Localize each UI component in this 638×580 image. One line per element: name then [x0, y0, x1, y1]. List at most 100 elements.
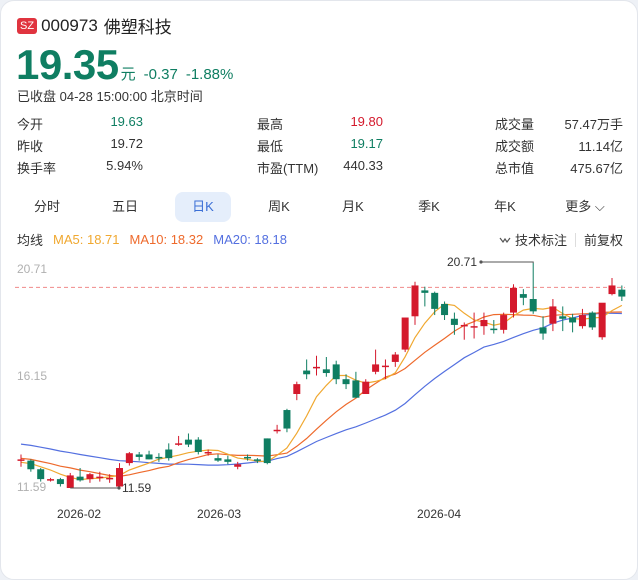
stat-value: 19.63 — [110, 114, 143, 129]
stat-value: 475.67亿 — [570, 161, 623, 176]
annotate-label: 技术标注 — [514, 233, 567, 248]
candle — [431, 291, 439, 316]
stat-label: 最高 — [257, 117, 284, 132]
ma10-value: MA10: 18.32 — [129, 232, 204, 247]
stat-label: 昨收 — [17, 139, 44, 154]
market-badge: SZ — [17, 17, 38, 34]
candle — [460, 322, 468, 340]
stat-label: 市盈(TTM) — [257, 161, 319, 176]
candle — [47, 477, 55, 482]
candle — [470, 312, 478, 339]
candle — [352, 371, 360, 398]
max-annotation: 20.71 — [447, 255, 477, 269]
annotate-icon — [499, 237, 511, 243]
candle — [37, 468, 45, 482]
ma10-line — [20, 311, 622, 478]
tab-2[interactable]: 日K — [175, 192, 231, 222]
stat-item: 成交额 11.14亿 — [495, 136, 623, 154]
stat-label: 最低 — [257, 139, 284, 154]
stat-value: 440.33 — [343, 158, 383, 173]
tab-3[interactable]: 周K — [268, 199, 290, 214]
candle — [86, 472, 94, 483]
market-status: 已收盘 04-28 15:00:00 北京时间 — [17, 89, 203, 104]
candle — [618, 285, 626, 301]
y-axis-label: 11.59 — [17, 480, 46, 494]
candle — [184, 433, 192, 448]
candle — [519, 289, 527, 306]
stat-label: 成交量 — [495, 117, 535, 132]
current-price: 19.35 — [16, 41, 119, 88]
candle — [549, 299, 557, 332]
stat-item: 成交量 57.47万手 — [495, 114, 623, 132]
candle — [342, 374, 350, 390]
stat-value: 11.14亿 — [578, 139, 623, 154]
candle — [253, 458, 261, 464]
x-axis-label: 2026-04 — [417, 507, 461, 521]
candle — [263, 438, 271, 465]
stock-title-row: SZ 000973 佛塑科技 — [17, 13, 172, 38]
candle — [224, 455, 232, 465]
candle — [322, 356, 330, 377]
candle — [391, 352, 399, 367]
price-unit: 元 — [120, 66, 136, 83]
candle — [56, 477, 64, 487]
tab-4[interactable]: 月K — [342, 199, 364, 214]
tab-5[interactable]: 季K — [418, 199, 440, 214]
annotate-button[interactable]: 技术标注 — [499, 230, 567, 249]
candle — [411, 281, 419, 325]
chart-tools: 技术标注 前复权 — [499, 230, 623, 249]
candle — [529, 263, 537, 314]
stock-code: 000973 — [41, 15, 98, 35]
candle — [165, 443, 173, 461]
candle — [313, 355, 320, 376]
candle — [421, 286, 429, 307]
kline-chart[interactable]: 20.71 16.15 11.59 2026-02 2026-03 2026-04 20.7… — [1, 251, 637, 531]
candle — [106, 474, 114, 483]
stat-label: 总市值 — [495, 161, 535, 176]
min-annotation: 11.59 — [122, 481, 151, 495]
tab-7[interactable]: 更多 ⌵ — [565, 199, 605, 214]
adjust-button[interactable]: 前复权 — [583, 233, 623, 248]
candle — [17, 454, 25, 467]
max-annotation-line — [481, 261, 534, 263]
stat-item: 最高 19.80 — [257, 114, 383, 132]
candle — [116, 463, 123, 488]
stat-item: 昨收 19.72 — [17, 136, 143, 154]
candle — [283, 408, 291, 433]
candle — [381, 359, 389, 380]
candle — [500, 312, 508, 334]
candle — [27, 459, 35, 472]
candle — [450, 312, 458, 335]
stat-value: 19.72 — [110, 136, 143, 151]
period-tabs: 分时 五日 日K 周K 月K 季K 年K 更多 ⌵ — [17, 192, 623, 222]
stock-name: 佛塑科技 — [103, 18, 172, 37]
candle — [145, 450, 153, 460]
candle — [155, 453, 163, 462]
stat-item: 最低 19.17 — [257, 136, 383, 154]
candle — [598, 302, 606, 340]
ma-label: 均线 — [17, 233, 44, 248]
stat-label: 换手率 — [17, 161, 57, 176]
stat-item: 今开 19.63 — [17, 114, 143, 132]
candle — [539, 316, 547, 340]
candle — [204, 449, 212, 456]
candle — [96, 471, 104, 482]
price-change: -0.37 — [143, 66, 178, 83]
tab-6[interactable]: 年K — [494, 199, 516, 214]
x-axis-label: 2026-02 — [57, 507, 101, 521]
candle — [66, 472, 74, 488]
tab-0[interactable]: 分时 — [33, 199, 60, 214]
y-axis-label: 16.15 — [17, 369, 47, 383]
price-change-pct: -1.88% — [185, 66, 234, 83]
candle — [293, 381, 301, 401]
candle — [441, 301, 449, 320]
tab-1[interactable]: 五日 — [111, 199, 138, 214]
stat-item: 换手率 5.94% — [17, 158, 143, 176]
candle — [303, 359, 311, 380]
candle — [559, 306, 567, 332]
price-row: 19.35 元 -0.37 -1.88% — [16, 41, 233, 89]
candle — [480, 312, 488, 335]
stat-item: 总市值 475.67亿 — [495, 158, 623, 176]
stat-value: 5.94% — [106, 158, 143, 173]
stat-value: 19.80 — [350, 114, 383, 129]
